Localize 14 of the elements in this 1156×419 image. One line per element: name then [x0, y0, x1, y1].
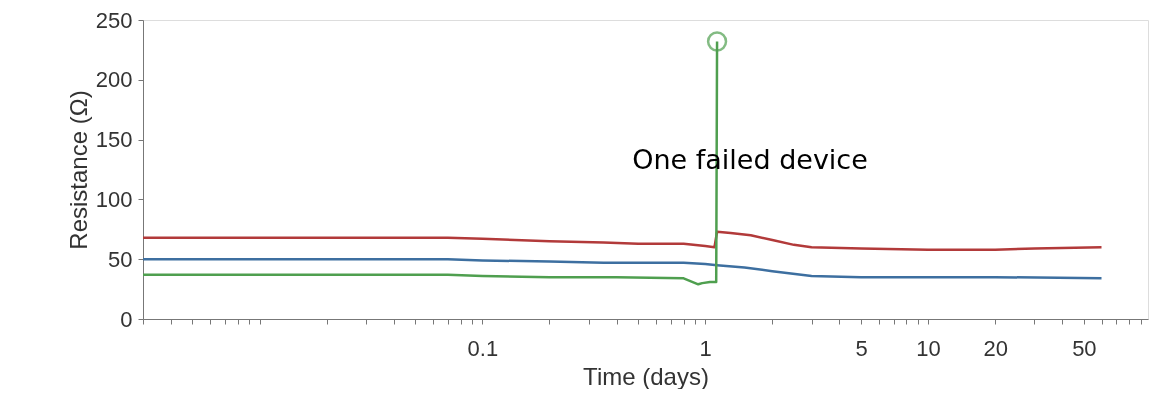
x-tick-label: 1: [699, 335, 712, 361]
x-tick-label: 5: [855, 335, 868, 361]
y-tick-label: 0: [120, 306, 133, 332]
x-tick-label: 50: [1072, 335, 1097, 361]
x-tick-label: 0.1: [467, 335, 499, 361]
x-axis-title: Time (days): [583, 362, 709, 390]
y-tick-label: 150: [95, 127, 133, 153]
y-tick-label: 100: [95, 186, 133, 212]
y-tick-label: 250: [95, 7, 133, 33]
x-tick-label: 20: [983, 335, 1008, 361]
x-tick-label: 10: [916, 335, 941, 361]
y-tick-label: 200: [95, 67, 133, 93]
y-axis-title: Resistance (Ω): [64, 90, 92, 250]
y-tick-label: 50: [108, 246, 133, 272]
